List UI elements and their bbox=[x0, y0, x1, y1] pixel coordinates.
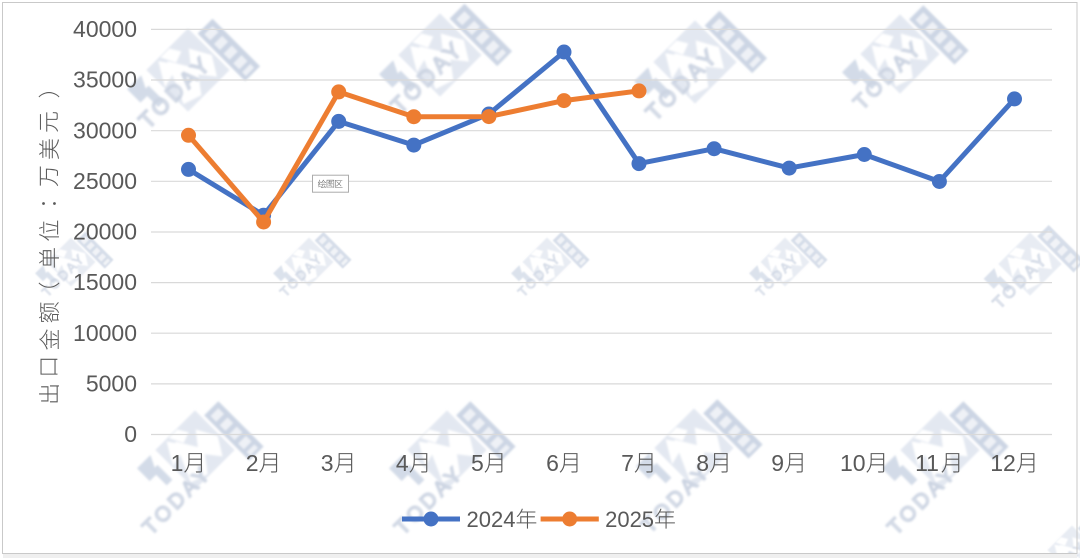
svg-text:5000: 5000 bbox=[86, 371, 137, 397]
svg-text:8: 8 bbox=[696, 450, 709, 476]
svg-text:2025: 2025 bbox=[605, 507, 654, 532]
svg-text:10000: 10000 bbox=[73, 320, 137, 346]
svg-text:30000: 30000 bbox=[73, 117, 137, 143]
svg-text:25000: 25000 bbox=[73, 168, 137, 194]
svg-text:2024: 2024 bbox=[467, 507, 516, 532]
svg-text:5: 5 bbox=[471, 450, 484, 476]
svg-text:6: 6 bbox=[546, 450, 559, 476]
svg-text:40000: 40000 bbox=[73, 16, 137, 42]
svg-text:4: 4 bbox=[396, 450, 409, 476]
svg-text:1: 1 bbox=[171, 450, 184, 476]
svg-text:15000: 15000 bbox=[73, 269, 137, 295]
svg-text:9: 9 bbox=[771, 450, 784, 476]
svg-text:12: 12 bbox=[990, 450, 1016, 476]
svg-text:20000: 20000 bbox=[73, 219, 137, 245]
svg-text:10: 10 bbox=[840, 450, 866, 476]
svg-text:0: 0 bbox=[124, 421, 137, 447]
svg-text:35000: 35000 bbox=[73, 67, 137, 93]
svg-text:11: 11 bbox=[915, 450, 939, 476]
svg-text:7: 7 bbox=[621, 450, 634, 476]
svg-text:3: 3 bbox=[321, 450, 334, 476]
svg-text:2: 2 bbox=[246, 450, 259, 476]
